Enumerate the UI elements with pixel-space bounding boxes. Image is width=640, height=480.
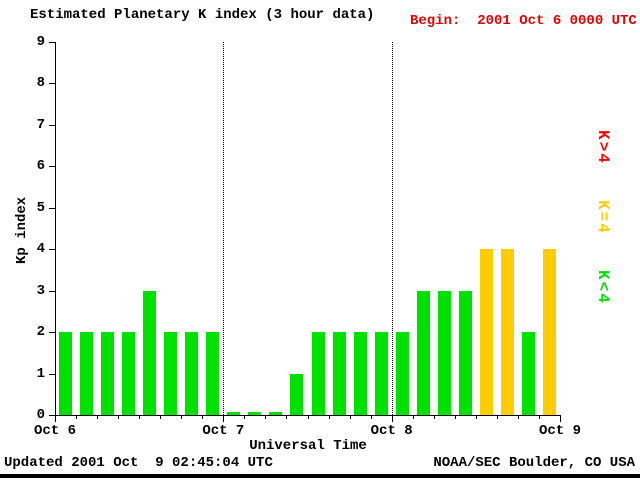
x-tick-label: Oct 8 (370, 423, 413, 439)
kp-bar (290, 373, 304, 415)
kp-bar (248, 412, 262, 415)
x-tick (538, 416, 540, 419)
chart-title: Estimated Planetary K index (3 hour data… (30, 7, 375, 23)
y-tick-label: 7 (36, 116, 45, 133)
source-credit: NOAA/SEC Boulder, CO USA (433, 455, 635, 471)
y-tick-label: 6 (36, 158, 45, 175)
x-axis-line (55, 415, 561, 416)
y-tick (49, 249, 55, 251)
x-tick (202, 416, 204, 419)
kp-bar (542, 249, 556, 415)
kp-bar (164, 332, 178, 415)
day-boundary-line (223, 42, 225, 415)
kp-bar (458, 290, 472, 415)
x-tick (328, 416, 330, 419)
y-tick-label: 4 (36, 241, 45, 258)
y-tick-label: 8 (36, 75, 45, 92)
y-tick-label: 5 (36, 199, 45, 216)
x-tick (433, 416, 435, 419)
legend-item: K>4 (594, 130, 612, 165)
x-tick (286, 416, 288, 419)
x-tick (139, 416, 141, 419)
day-boundary-line (391, 42, 393, 415)
y-tick (49, 124, 55, 126)
kp-bar (59, 332, 73, 415)
bottom-border-line (0, 474, 640, 478)
x-axis-label: Universal Time (249, 438, 367, 454)
x-tick (118, 416, 120, 419)
kp-bar (101, 332, 115, 415)
y-tick-label: 1 (36, 365, 45, 382)
x-tick (160, 416, 162, 419)
x-tick (454, 416, 456, 419)
y-tick (49, 373, 55, 375)
kp-bar (374, 332, 388, 415)
kp-bar (122, 332, 136, 415)
y-tick (49, 166, 55, 168)
x-tick (55, 416, 56, 422)
kp-bar (416, 290, 430, 415)
y-tick (49, 415, 55, 416)
x-tick-label: Oct 7 (202, 423, 245, 439)
kp-bar (500, 249, 514, 415)
x-tick (265, 416, 267, 419)
kp-bar (227, 412, 241, 415)
legend-item: K<4 (594, 270, 612, 305)
kp-bar (311, 332, 325, 415)
x-tick (560, 416, 561, 422)
y-tick-label: 3 (36, 282, 45, 299)
x-tick-label: Oct 6 (33, 423, 76, 439)
legend-item: K=4 (594, 200, 612, 235)
y-tick-label: 2 (36, 324, 45, 341)
kp-bar (143, 290, 157, 415)
y-tick (49, 332, 55, 334)
x-tick-label: Oct 9 (538, 423, 581, 439)
kp-bar (479, 249, 493, 415)
y-axis-line (55, 42, 56, 416)
x-tick (517, 416, 519, 419)
y-tick (49, 83, 55, 85)
y-tick (49, 290, 55, 292)
x-tick (181, 416, 183, 419)
kp-bar (353, 332, 367, 415)
y-tick (49, 207, 55, 209)
y-tick-label: 9 (36, 34, 45, 50)
kp-bar (206, 332, 220, 415)
x-tick (496, 416, 498, 419)
y-tick (49, 42, 55, 43)
begin-label: Begin: 2001 Oct 6 0000 UTC (410, 13, 637, 29)
kp-bar (332, 332, 346, 415)
kp-bar (521, 332, 535, 415)
kp-bar (80, 332, 94, 415)
x-tick (391, 416, 393, 422)
kp-bar (269, 412, 283, 415)
x-tick (244, 416, 246, 419)
x-tick (475, 416, 477, 419)
y-tick-label: 0 (36, 407, 45, 423)
x-tick (97, 416, 99, 419)
x-tick (76, 416, 78, 419)
x-tick (307, 416, 309, 419)
kp-bar (437, 290, 451, 415)
x-tick (349, 416, 351, 419)
kp-bar (395, 332, 409, 415)
x-tick (412, 416, 414, 419)
x-tick (223, 416, 225, 422)
kp-bar (185, 332, 199, 415)
x-tick (370, 416, 372, 419)
updated-timestamp: Updated 2001 Oct 9 02:45:04 UTC (4, 455, 273, 471)
